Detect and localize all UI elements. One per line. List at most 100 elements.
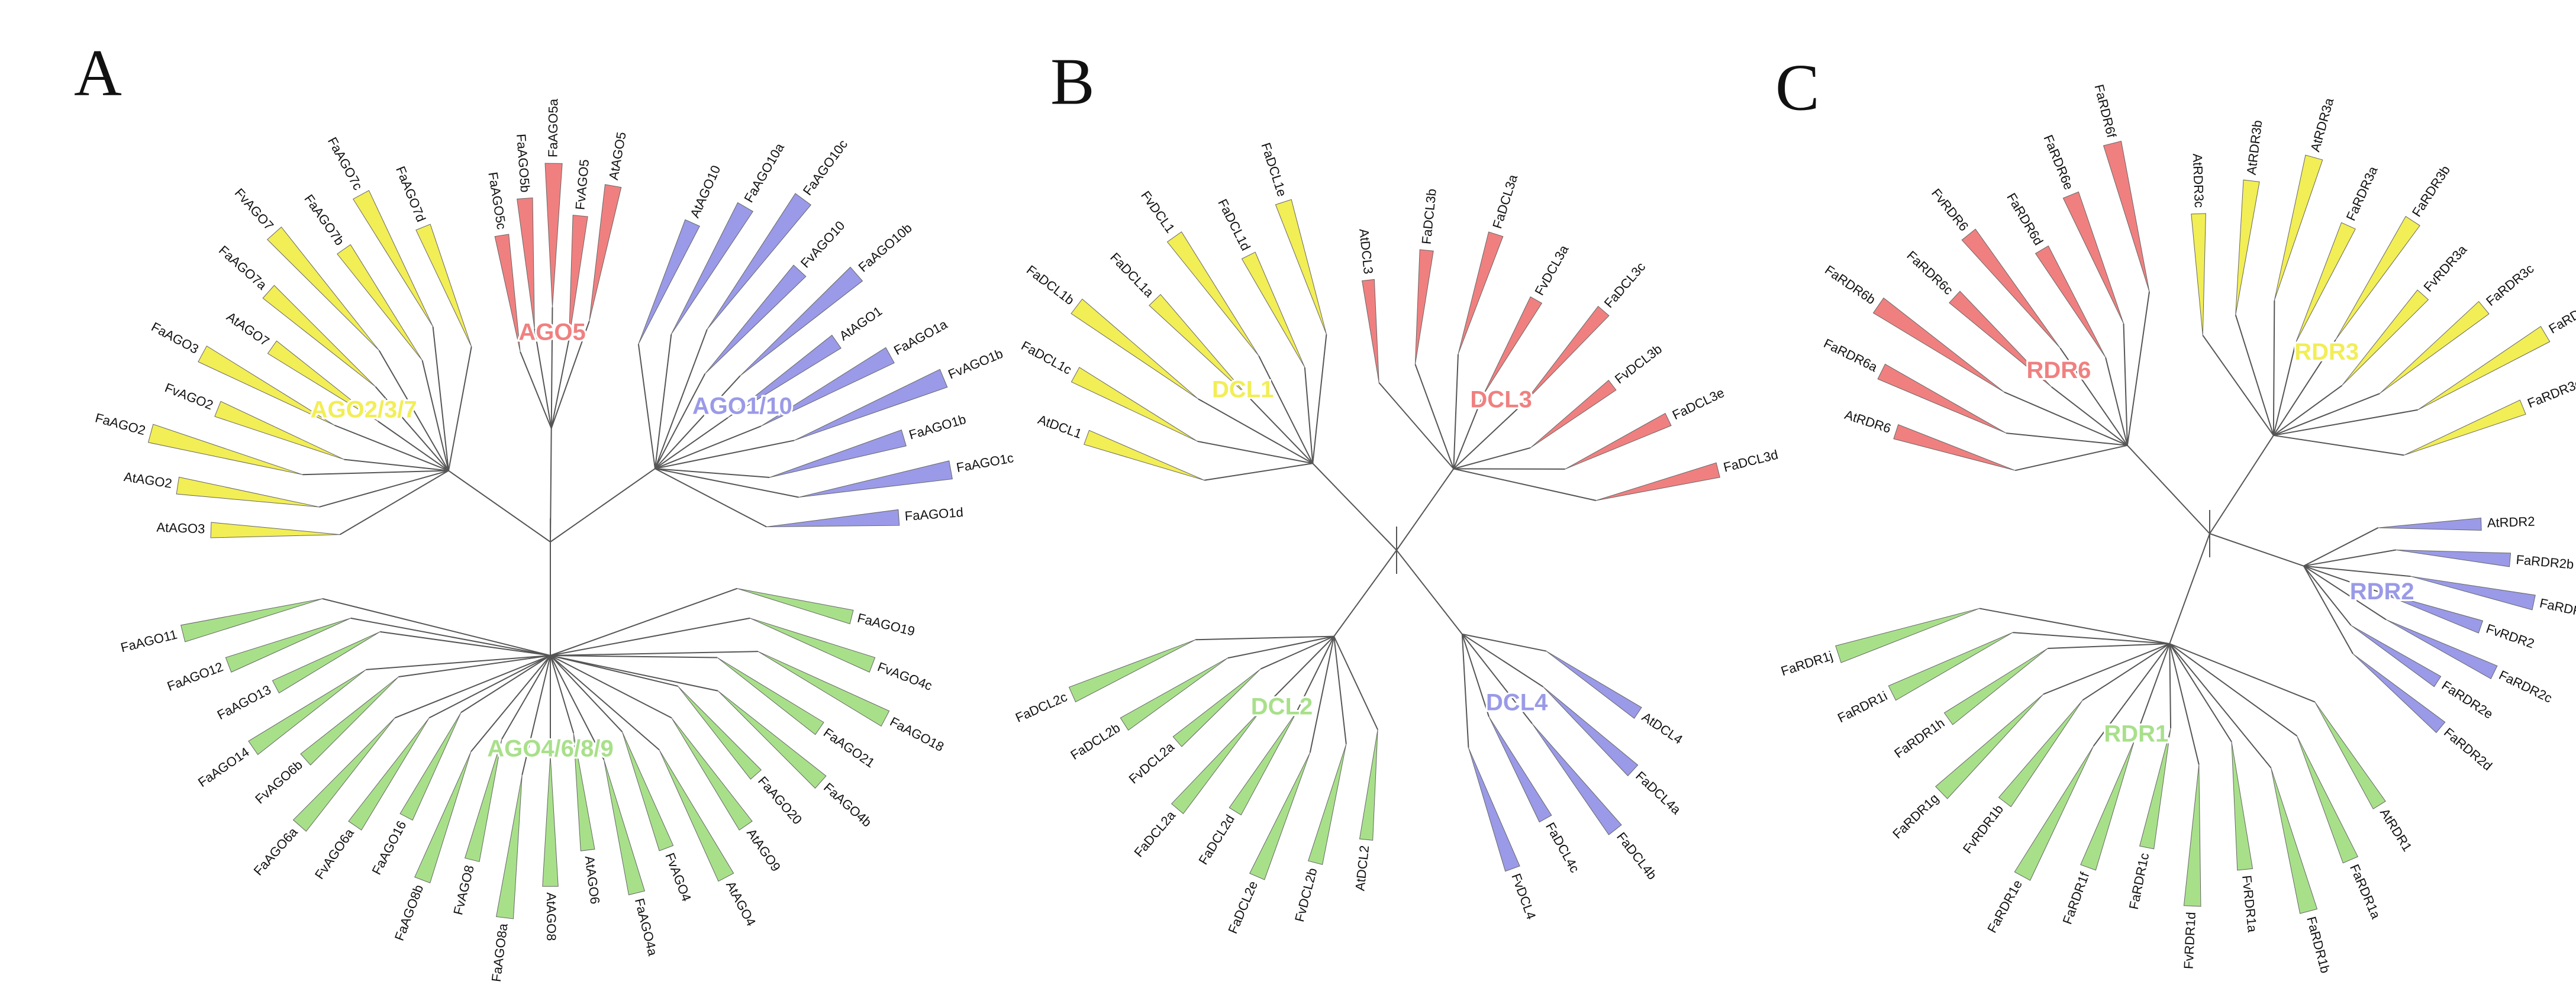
leaf-label: AtRDR3c xyxy=(2190,153,2207,208)
leaf-label: FaAGO8b xyxy=(392,883,426,942)
clade-wedge xyxy=(1835,608,1980,663)
clade-wedge xyxy=(266,226,380,351)
leaf-label: FaAGO3 xyxy=(149,319,201,357)
branch xyxy=(1195,635,1334,641)
clade-label: RDR1 xyxy=(2104,721,2168,747)
branch xyxy=(1396,468,1455,551)
branch xyxy=(2014,444,2128,472)
clade-wedge xyxy=(415,224,472,347)
clade-wedge xyxy=(2274,154,2323,301)
branch xyxy=(655,417,728,469)
clade-wedge xyxy=(2231,741,2253,871)
panel-letter: C xyxy=(1775,51,1820,125)
clade-wedge xyxy=(2191,213,2206,335)
branch xyxy=(1453,401,1526,470)
clade-wedge xyxy=(1565,412,1672,470)
clade-wedge xyxy=(769,429,907,478)
clade-wedge xyxy=(1488,716,1552,823)
branch xyxy=(2004,391,2128,446)
branch xyxy=(2093,643,2171,747)
leaf-label: FaRDR2c xyxy=(2497,667,2555,706)
clade-wedge xyxy=(517,197,535,329)
clade-wedge xyxy=(757,651,890,727)
leaf-label: AtAGO7 xyxy=(224,309,272,348)
branch xyxy=(1333,636,1347,744)
clade-wedge xyxy=(2342,289,2429,386)
clade-wedge xyxy=(1543,686,1639,777)
leaf-label: FaDCL4a xyxy=(1633,769,1684,818)
clade-wedge xyxy=(740,266,863,376)
leaf-label: FvRDR1d xyxy=(2181,912,2198,970)
branch xyxy=(2105,357,2128,446)
branch xyxy=(366,655,551,670)
clade-wedge xyxy=(337,244,423,361)
leaf-label: FvAGO6b xyxy=(252,757,305,807)
leaf-label: FaRDR1c xyxy=(2126,852,2152,911)
clade-wedge xyxy=(1546,651,1642,719)
clade-wedge xyxy=(1229,712,1297,816)
clade-wedge xyxy=(414,751,472,884)
clade-wedge xyxy=(671,718,753,831)
leaf-label: AtRDR2 xyxy=(2487,514,2535,531)
clade-wedge xyxy=(1071,367,1198,442)
clade-wedge xyxy=(248,669,366,755)
branch xyxy=(448,470,551,543)
clade-label: AGO4/6/8/9 xyxy=(487,736,613,762)
branch xyxy=(2082,643,2170,701)
clade-wedge xyxy=(766,509,900,527)
clade-wedge xyxy=(496,774,523,919)
clade-wedge xyxy=(621,731,674,851)
leaf-label: FaAGO1d xyxy=(904,505,964,524)
clade-label: RDR6 xyxy=(2026,357,2091,383)
leaf-label: FaAGO6a xyxy=(250,824,301,878)
clade-wedge xyxy=(589,184,622,321)
leaf-label: AtAGO2 xyxy=(123,469,173,491)
clade-wedge xyxy=(798,460,953,498)
clade-wedge xyxy=(2410,576,2536,611)
branch xyxy=(2169,643,2272,769)
leaf-label: FaDCL1e xyxy=(1258,141,1289,198)
branch xyxy=(1462,634,1544,687)
branch xyxy=(550,617,750,656)
leaf-label: AtAGO6 xyxy=(582,855,603,905)
branch xyxy=(1260,635,1334,670)
branch xyxy=(2169,643,2200,765)
branch xyxy=(2272,343,2297,436)
branch xyxy=(550,655,678,687)
clade-wedge xyxy=(1071,298,1199,399)
clade-label: DCL2 xyxy=(1251,694,1313,720)
clade-wedge xyxy=(1888,632,2013,701)
clade-wedge xyxy=(399,712,462,821)
clade-label: DCL3 xyxy=(1470,386,1532,412)
branch xyxy=(2013,632,2170,645)
clade-wedge xyxy=(2403,399,2526,456)
branch xyxy=(550,655,718,658)
clade-wedge xyxy=(210,522,340,538)
leaf-label: AtAGO1 xyxy=(837,303,885,343)
leaf-label: FaAGO1b xyxy=(907,412,968,443)
clade-wedge xyxy=(1068,639,1196,703)
clade-wedge xyxy=(2103,141,2150,292)
leaf-label: AtRDR3a xyxy=(2307,96,2336,153)
clade-wedge xyxy=(659,750,734,882)
branch xyxy=(655,425,762,470)
branch xyxy=(550,655,672,719)
branch xyxy=(521,655,551,776)
leaf-label: FaAGO5c xyxy=(485,171,509,231)
clade-wedge xyxy=(2417,326,2551,411)
leaf-label: AtAGO4 xyxy=(723,879,759,928)
branch xyxy=(2273,409,2418,436)
leaf-label: FaAGO7d xyxy=(393,164,428,224)
clade-wedge xyxy=(638,219,701,344)
clade-wedge xyxy=(2352,653,2446,734)
leaf-label: FvRDR1a xyxy=(2239,874,2260,933)
branch xyxy=(520,351,552,429)
clade-wedge xyxy=(272,631,381,694)
branch xyxy=(550,655,623,732)
clade-wedge xyxy=(2335,216,2420,340)
branch xyxy=(637,344,656,469)
panel-letter: A xyxy=(74,37,122,110)
leaf-label: FaAGO16 xyxy=(369,818,409,877)
clade-label: RDR2 xyxy=(2350,579,2414,605)
leaf-label: FaDCL2e xyxy=(1225,879,1260,935)
